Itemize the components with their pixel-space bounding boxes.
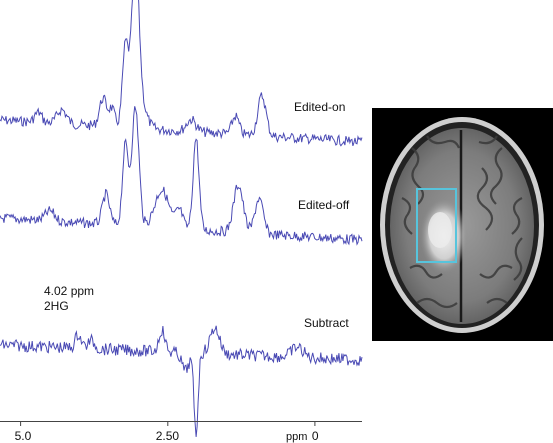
x-tick-label-0: 0 <box>311 429 319 443</box>
edited-on-label: Edited-on <box>294 100 346 114</box>
2hg-annotation: 4.02 ppm 2HG <box>44 284 94 314</box>
trace-subtract <box>0 325 363 437</box>
x-axis-unit: ppm <box>286 431 308 443</box>
x-tick-label-5: 5.0 <box>14 429 32 443</box>
annotation-metabolite: 2HG <box>44 299 69 313</box>
mri-drawing <box>372 108 553 341</box>
trace-edited-on <box>0 0 363 147</box>
brain-mri-image <box>372 108 553 341</box>
subtract-label: Subtract <box>304 316 349 330</box>
trace-edited-off <box>0 106 363 246</box>
mrs-spectra-plot <box>0 0 363 437</box>
x-tick-label-2-50: 2.50 <box>155 429 180 443</box>
edited-off-label: Edited-off <box>298 198 350 212</box>
annotation-shift: 4.02 ppm <box>44 284 95 298</box>
roi-box <box>416 188 457 263</box>
